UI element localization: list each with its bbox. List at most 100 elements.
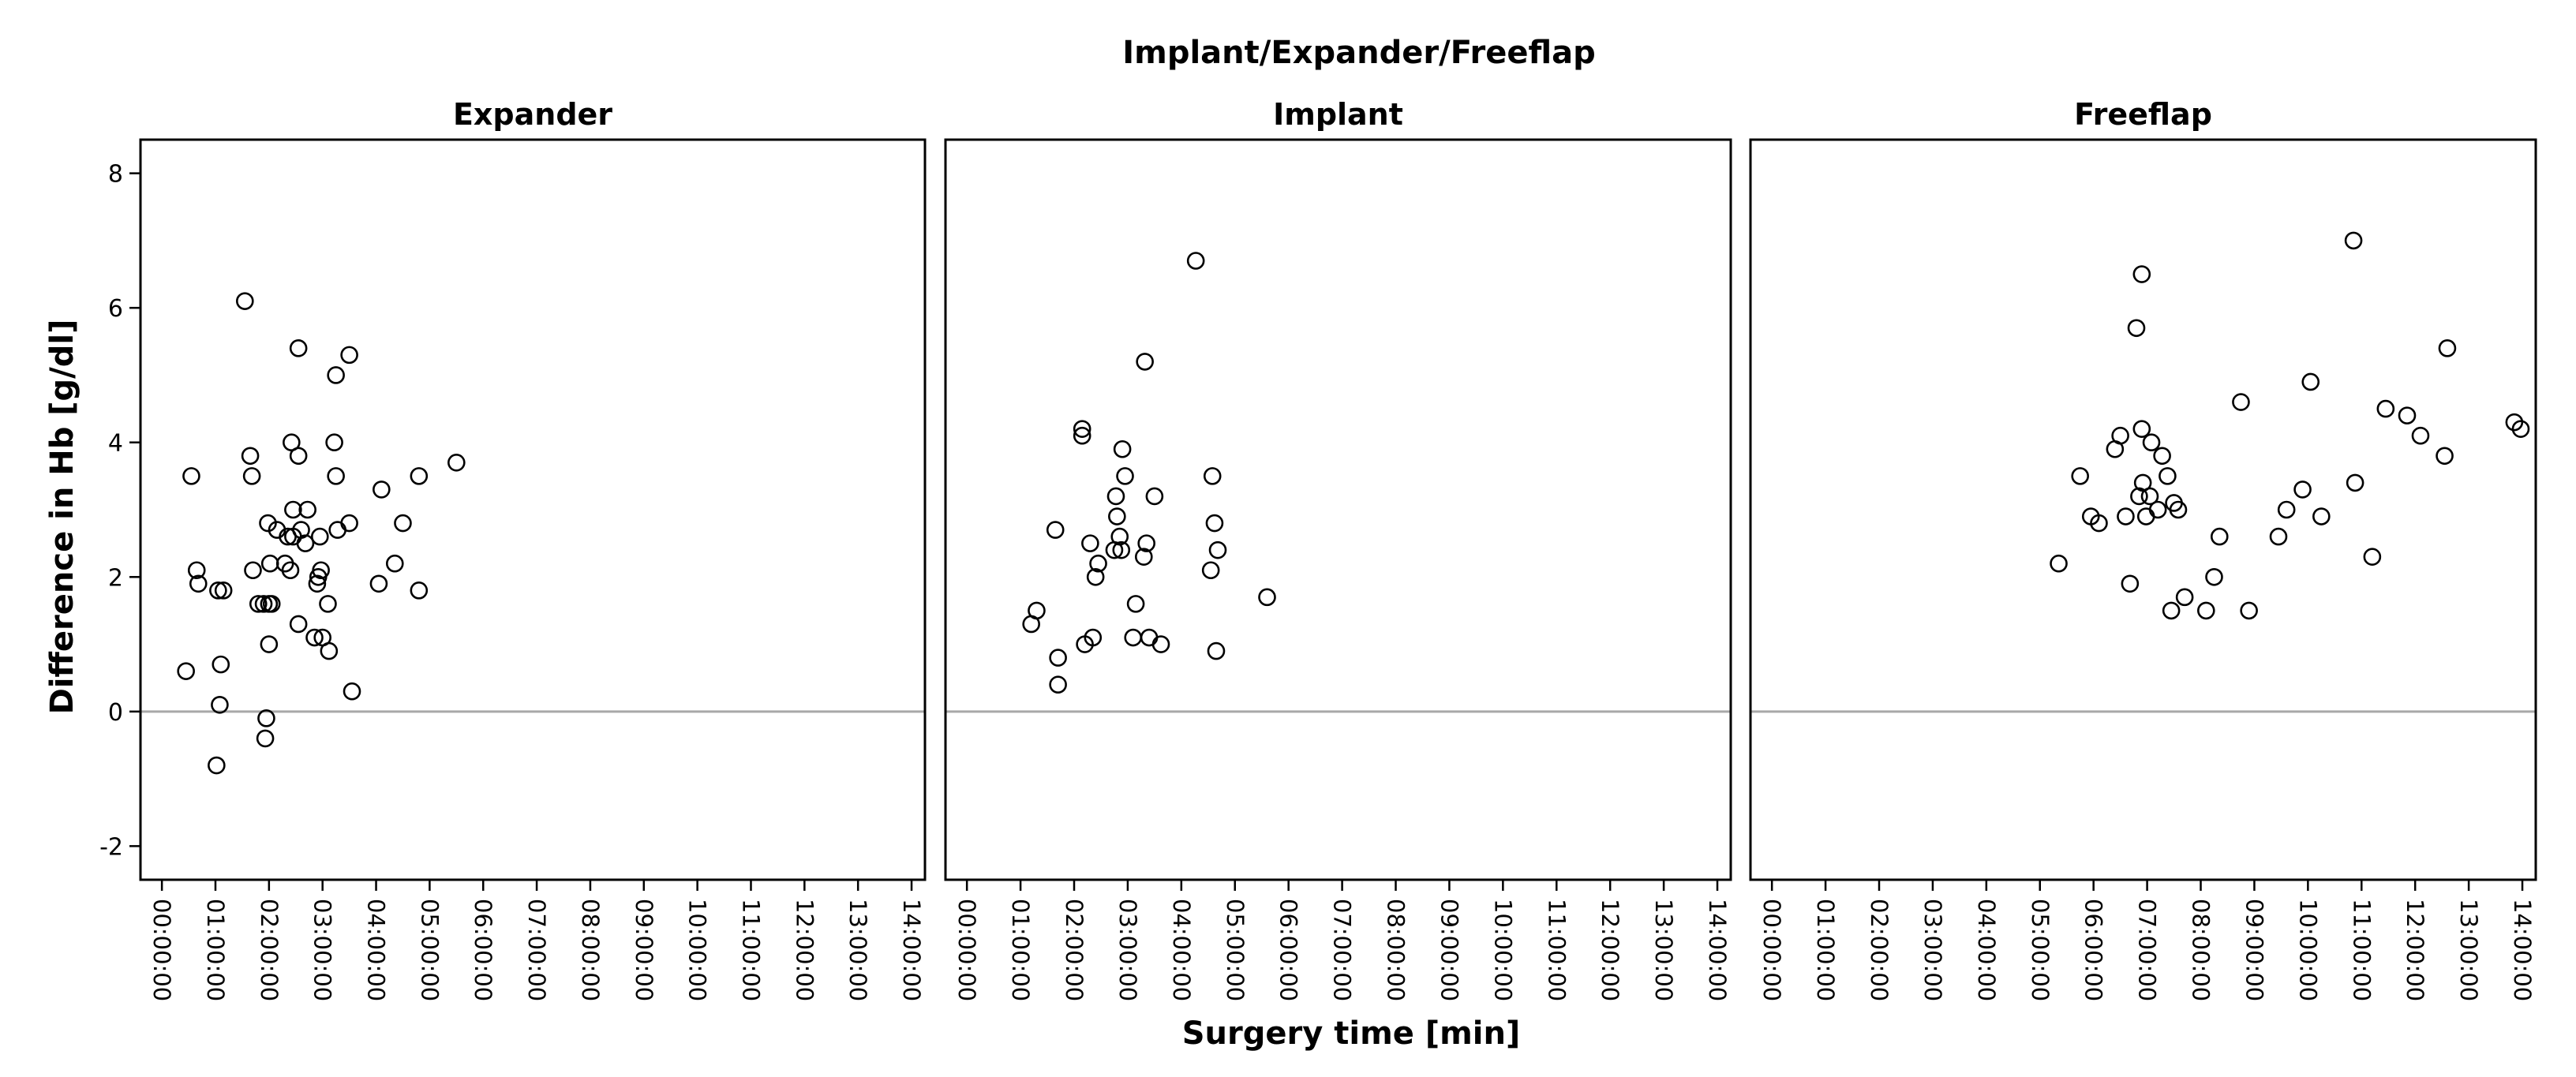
x-tick-label: 08:00:00 [577,899,604,1001]
data-point-freeflap [2127,319,2146,338]
x-tick-label: 01:00:00 [202,899,229,1001]
data-point-freeflap [2293,481,2312,499]
x-tick-label: 01:00:00 [1007,899,1034,1001]
data-point-expander [257,709,275,727]
data-point-expander [447,454,466,472]
data-point-freeflap [2140,487,2159,506]
data-point-freeflap [2153,447,2171,466]
data-point-implant [1186,252,1205,270]
data-point-freeflap [2117,507,2135,525]
data-point-freeflap [2363,548,2382,566]
x-tick-label: 05:00:00 [416,899,443,1001]
x-tick-label: 14:00:00 [2509,899,2536,1001]
data-point-freeflap [2344,231,2363,250]
data-point-implant [1137,534,1155,552]
data-point-implant [1205,514,1224,533]
data-point-implant [1073,426,1091,445]
x-tick-label: 10:00:00 [1489,899,1516,1001]
data-point-implant [1258,588,1276,607]
panel-frame-implant [944,138,1732,881]
data-point-expander [187,561,206,580]
x-tick-label: 00:00:00 [148,899,175,1001]
data-point-expander [394,514,412,533]
data-point-expander [214,582,233,600]
data-point-expander [289,615,308,634]
data-point-freeflap [2346,473,2364,492]
data-point-freeflap [2232,393,2250,411]
data-point-expander [308,574,327,593]
y-tick-label: 0 [108,699,123,727]
x-tick-label: 01:00:00 [1812,899,1839,1001]
x-tick-label: 12:00:00 [791,899,818,1001]
data-point-expander [319,595,337,613]
panel-title-implant: Implant [1273,97,1403,132]
x-tick-label: 08:00:00 [1383,899,1410,1001]
x-tick-label: 12:00:00 [2402,899,2428,1001]
data-point-freeflap [2312,507,2331,525]
data-point-implant [1049,675,1067,694]
data-point-expander [249,595,268,613]
x-tick-label: 07:00:00 [523,899,550,1001]
x-tick-label: 00:00:00 [1758,899,1785,1001]
x-tick-label: 09:00:00 [631,899,657,1001]
x-tick-label: 07:00:00 [2134,899,2161,1001]
data-point-expander [373,481,391,499]
data-point-implant [1112,540,1131,559]
x-tick-label: 06:00:00 [470,899,496,1001]
data-point-freeflap [2090,514,2108,533]
data-point-freeflap [2505,413,2524,432]
x-tick-label: 05:00:00 [2027,899,2054,1001]
data-point-expander [340,514,358,533]
data-point-implant [1049,649,1067,667]
data-point-implant [1201,561,1220,580]
data-point-expander [260,554,279,573]
x-tick-label: 05:00:00 [1222,899,1249,1001]
data-point-expander [260,635,279,653]
data-point-freeflap [2142,433,2161,452]
x-tick-label: 04:00:00 [1973,899,2000,1001]
data-point-implant [1145,487,1164,506]
panel-frame-expander [139,138,927,881]
x-tick-label: 10:00:00 [2294,899,2321,1001]
x-tick-label: 02:00:00 [1866,899,1893,1001]
data-point-freeflap [2162,601,2181,620]
data-point-freeflap [2148,500,2167,519]
x-axis-label: Surgery time [min] [1182,1015,1521,1052]
data-point-freeflap [2169,500,2188,519]
data-point-expander [312,561,330,580]
data-point-expander [296,534,315,552]
data-point-freeflap [2210,527,2229,546]
data-point-implant [1073,420,1091,438]
data-point-freeflap [2301,372,2320,391]
data-point-implant [1028,601,1046,620]
data-point-expander [325,433,343,452]
x-tick-label: 08:00:00 [2188,899,2215,1001]
data-point-freeflap [2438,339,2457,357]
x-tick-label: 11:00:00 [1543,899,1570,1001]
data-point-freeflap [2205,567,2223,586]
data-point-expander [343,682,361,701]
x-tick-label: 12:00:00 [1597,899,1623,1001]
data-point-expander [212,655,230,674]
data-point-expander [211,695,229,714]
data-point-implant [1203,467,1222,485]
data-point-expander [289,339,308,357]
x-tick-label: 13:00:00 [844,899,871,1001]
data-point-freeflap [2436,447,2454,466]
panels-group: Expander -2 0 2 4 6 8 00:00:00 01:00:00 02:00:00 0… [99,97,2537,1001]
data-point-freeflap [2398,406,2417,424]
x-tick-label: 06:00:00 [2080,899,2107,1001]
data-point-expander [310,527,329,546]
data-point-freeflap [2132,420,2151,438]
data-point-implant [1140,628,1159,647]
y-tick-label: -2 [99,833,123,861]
data-point-freeflap [2269,527,2288,546]
data-point-implant [1081,534,1099,552]
x-tick-label: 00:00:00 [953,899,980,1001]
y-tick-label: 4 [108,430,123,458]
data-point-expander [182,467,200,485]
data-point-expander [328,521,346,539]
data-point-expander [244,561,262,580]
data-point-expander [189,574,208,593]
